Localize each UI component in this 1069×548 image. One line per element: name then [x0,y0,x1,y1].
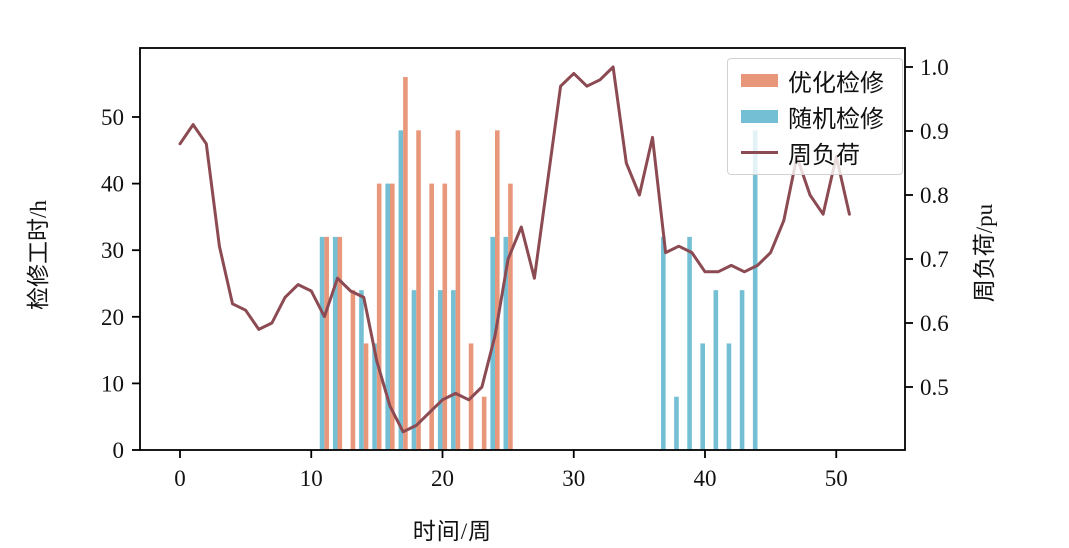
plot-frame [139,47,906,451]
optimized-maintenance-bar [350,290,356,450]
random-maintenance-bar [372,343,377,450]
random-maintenance-bar [687,236,692,450]
random-maintenance-bar [319,236,325,450]
y-left-tick-label: 40 [101,172,124,197]
random-bar-swatch [741,109,778,123]
optimized-maintenance-bar [442,183,448,450]
random-maintenance-bar [713,290,719,450]
optimized-maintenance-bar [455,130,461,450]
optimized-maintenance-bar [495,130,500,450]
random-maintenance-bar [398,130,404,450]
optimized-maintenance-bar [337,236,343,450]
y-right-tick-label: 0.8 [920,183,949,208]
y-right-tick-label: 1.0 [920,55,949,80]
optimized-maintenance-bar [481,396,487,450]
x-tick-label: 50 [825,466,848,491]
y-right-tick-label: 0.6 [920,311,949,336]
y-left-tick-label: 50 [101,105,124,130]
random-maintenance-bar [700,343,705,450]
random-maintenance-bar [359,290,364,450]
optimized-maintenance-bar [363,343,369,450]
y-left-tick-label: 0 [113,438,125,463]
random-maintenance-bar [451,290,456,450]
optimized-maintenance-bar [403,77,408,450]
y-right-tick-label: 0.7 [920,247,949,272]
legend-label-random: 随机检修 [788,106,884,133]
x-tick-label: 30 [562,466,585,491]
random-maintenance-bar [411,290,417,450]
legend-label-load: 周负荷 [788,142,860,169]
y-left-tick-label: 20 [101,305,124,330]
y-axis-label-left: 检修工时/h [26,200,51,310]
load-line-swatch [741,150,778,154]
random-maintenance-bar [661,236,666,450]
legend: 优化检修 随机检修 周负荷 [727,58,903,175]
x-tick-label: 20 [431,466,454,491]
optimized-maintenance-bar [508,183,513,450]
random-maintenance-bar [726,343,732,450]
x-tick-label: 10 [300,466,323,491]
legend-item-load: 周负荷 [728,135,902,169]
load-line [178,65,851,434]
optimized-maintenance-bar [376,183,382,450]
legend-item-random: 随机检修 [728,99,902,133]
random-maintenance-bar [674,396,679,450]
optimized-bar-swatch [741,74,778,88]
random-maintenance-bar [739,290,745,450]
legend-label-optimized: 优化检修 [788,71,884,98]
legend-item-optimized: 优化检修 [728,64,902,98]
optimized-maintenance-bar [416,130,421,450]
random-maintenance-bar [437,290,443,450]
y-left-tick-label: 30 [101,238,124,263]
x-tick-label: 40 [694,466,717,491]
x-tick-label: 0 [174,466,186,491]
y-left-tick-label: 10 [101,371,124,396]
y-right-tick-label: 0.9 [920,119,949,144]
optimized-maintenance-bar [324,236,329,450]
optimized-maintenance-bar [429,183,434,450]
y-axis-label-right: 周负荷/pu [972,203,997,303]
y-right-tick-label: 0.5 [920,375,949,400]
random-maintenance-bar [503,236,509,450]
random-maintenance-bar [752,130,758,450]
x-axis-label: 时间/周 [412,519,493,544]
random-maintenance-bar [332,236,338,450]
random-maintenance-bar [385,183,390,450]
optimized-maintenance-bar [390,183,395,450]
